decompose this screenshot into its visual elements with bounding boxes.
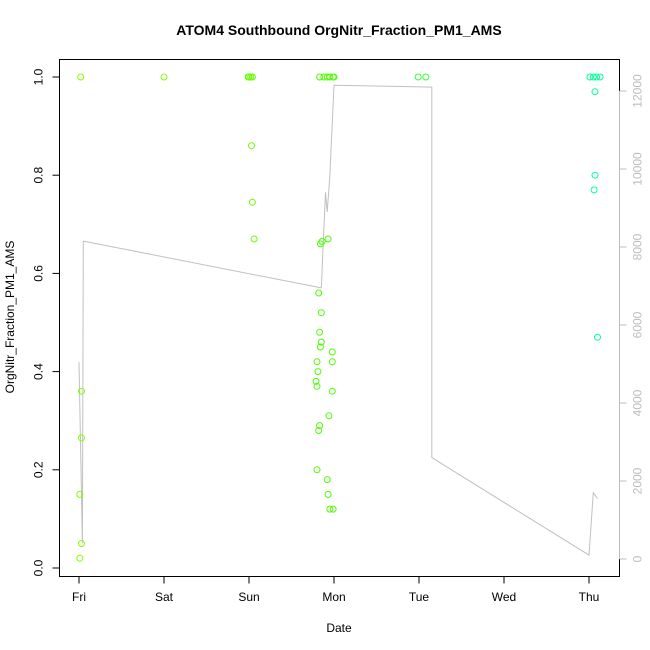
data-point xyxy=(160,73,168,81)
x-tick-label: Fri xyxy=(72,590,86,604)
x-tick-label: Tue xyxy=(409,590,430,604)
y-right-tick-label: 10000 xyxy=(631,152,645,186)
data-point xyxy=(315,289,323,297)
data-point xyxy=(76,490,84,498)
data-point xyxy=(248,142,255,150)
data-point xyxy=(326,73,334,81)
y-right-tick-label: 2000 xyxy=(631,467,645,494)
x-tick-label: Wed xyxy=(492,590,516,604)
data-point xyxy=(316,73,324,81)
x-tick-label: Mon xyxy=(322,590,345,604)
y-tick-label: 0.4 xyxy=(32,363,46,380)
y-right-tick-label: 0 xyxy=(631,555,645,562)
data-point xyxy=(76,554,84,562)
data-point xyxy=(324,235,332,243)
plot-frame xyxy=(59,59,620,577)
data-point xyxy=(313,382,321,390)
data-point xyxy=(591,88,599,96)
data-point xyxy=(328,358,336,366)
data-point xyxy=(325,412,333,420)
data-point xyxy=(312,377,320,385)
data-point xyxy=(315,427,323,434)
data-point xyxy=(78,540,85,547)
altitude-series-line xyxy=(78,84,598,556)
y-axis-right: 0 2000 4000 6000 8000 10000 12000 xyxy=(619,74,645,562)
data-point xyxy=(316,343,324,351)
y-tick-label: 0.8 xyxy=(32,167,46,184)
data-point xyxy=(248,73,256,81)
chart-title: ATOM4 Southbound OrgNitr_Fraction_PM1_AM… xyxy=(176,22,501,38)
data-point xyxy=(324,490,332,498)
data-point xyxy=(589,73,597,81)
data-points-layer xyxy=(76,73,604,562)
x-axis-label: Date xyxy=(326,621,352,635)
data-point xyxy=(594,333,601,341)
y-right-tick-label: 4000 xyxy=(631,389,645,416)
data-point xyxy=(328,387,336,395)
x-tick-label: Thu xyxy=(579,590,600,604)
data-point xyxy=(593,73,601,81)
y-tick-label: 0.2 xyxy=(32,461,46,478)
data-point xyxy=(422,73,430,81)
data-point xyxy=(313,466,321,474)
data-point xyxy=(313,358,321,366)
data-point xyxy=(317,309,325,317)
data-point xyxy=(78,434,85,442)
y-right-tick-label: 12000 xyxy=(631,74,645,108)
data-point xyxy=(248,198,256,206)
data-point xyxy=(329,505,337,513)
data-point xyxy=(250,235,258,243)
y-tick-label: 0.0 xyxy=(32,559,46,576)
data-point xyxy=(317,338,325,346)
data-point xyxy=(596,73,604,81)
data-point xyxy=(314,368,322,376)
y-axis-left: 0.0 0.2 0.4 0.6 0.8 1.0 xyxy=(32,68,60,576)
data-point xyxy=(77,73,85,81)
data-point xyxy=(318,238,326,245)
data-point xyxy=(328,348,336,356)
data-point xyxy=(590,186,598,194)
y-tick-label: 1.0 xyxy=(32,68,46,85)
x-tick-label: Sat xyxy=(155,590,174,604)
data-point xyxy=(316,422,324,430)
data-point xyxy=(316,328,324,336)
y-axis-label: OrgNitr_Fraction_PM1_AMS xyxy=(3,241,17,394)
y-tick-label: 0.6 xyxy=(32,265,46,282)
data-point xyxy=(586,73,594,81)
x-axis: Fri Sat Sun Mon Tue Wed Thu xyxy=(72,576,600,604)
altitude-line-layer xyxy=(78,84,598,556)
data-point xyxy=(326,505,334,513)
y-right-tick-label: 8000 xyxy=(631,233,645,260)
data-point xyxy=(330,73,338,81)
data-point xyxy=(323,476,331,484)
data-point xyxy=(78,387,85,395)
data-point xyxy=(414,73,422,81)
x-tick-label: Sun xyxy=(238,590,259,604)
data-point xyxy=(591,171,599,179)
y-right-tick-label: 6000 xyxy=(631,311,645,338)
